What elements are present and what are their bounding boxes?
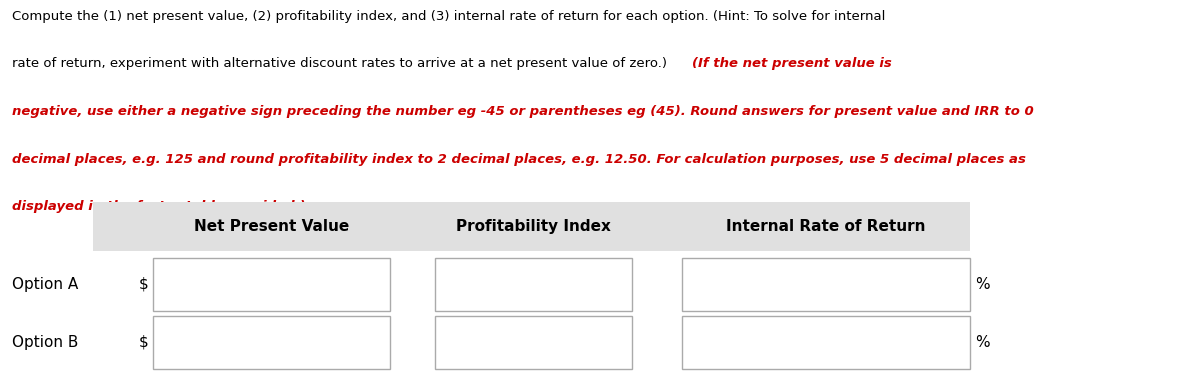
FancyBboxPatch shape: [92, 202, 970, 251]
Text: $: $: [138, 335, 148, 350]
Text: %: %: [974, 335, 989, 350]
Text: negative, use either a negative sign preceding the number eg -45 or parentheses : negative, use either a negative sign pre…: [12, 105, 1033, 118]
Text: Internal Rate of Return: Internal Rate of Return: [726, 219, 925, 234]
Text: displayed in the factor table provided.): displayed in the factor table provided.): [12, 200, 306, 213]
Text: %: %: [974, 277, 989, 292]
Text: Net Present Value: Net Present Value: [194, 219, 349, 234]
FancyBboxPatch shape: [683, 258, 970, 311]
Text: rate of return, experiment with alternative discount rates to arrive at a net pr: rate of return, experiment with alternat…: [12, 57, 671, 70]
FancyBboxPatch shape: [683, 316, 970, 369]
Text: Compute the (1) net present value, (2) profitability index, and (3) internal rat: Compute the (1) net present value, (2) p…: [12, 10, 886, 22]
FancyBboxPatch shape: [436, 316, 632, 369]
Text: Profitability Index: Profitability Index: [456, 219, 611, 234]
Text: Option B: Option B: [12, 335, 78, 350]
FancyBboxPatch shape: [436, 258, 632, 311]
Text: decimal places, e.g. 125 and round profitability index to 2 decimal places, e.g.: decimal places, e.g. 125 and round profi…: [12, 153, 1026, 166]
Text: Option A: Option A: [12, 277, 78, 292]
FancyBboxPatch shape: [154, 258, 390, 311]
FancyBboxPatch shape: [154, 316, 390, 369]
Text: $: $: [138, 277, 148, 292]
Text: (If the net present value is: (If the net present value is: [691, 57, 892, 70]
